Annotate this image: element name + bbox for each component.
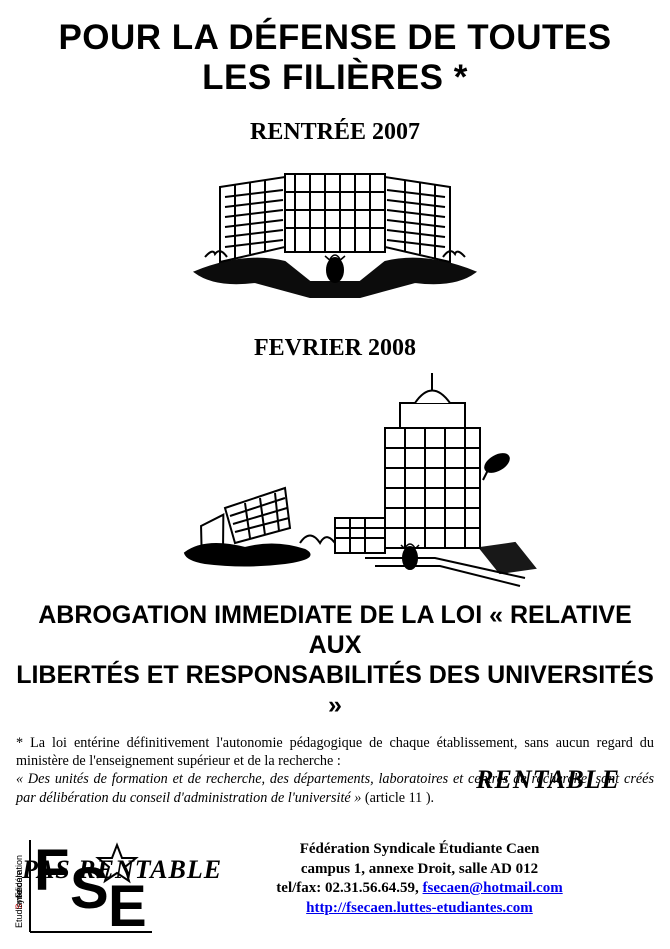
svg-text:E: E (108, 874, 147, 935)
illustration-1-wrap (0, 152, 670, 307)
illustration-2-wrap (0, 368, 670, 588)
fse-logo: Fédération Syndicale Etudiante F S E (12, 840, 157, 935)
building-sketch-2007-icon (165, 152, 505, 307)
fse-logo-icon: Fédération Syndicale Etudiante F S E (12, 840, 157, 935)
contact-telfax: tel/fax: 02.31.56.64.59, (276, 880, 422, 896)
building-sketch-2008-icon (105, 368, 565, 588)
footnote-cite: (article 11 ). (361, 790, 434, 806)
contact-block: Fédération Syndicale Étudiante Caen camp… (157, 840, 652, 918)
demand-heading: ABROGATION IMMEDIATE DE LA LOI « RELATIV… (0, 600, 670, 720)
section2-block: FEVRIER 2008 RENTABLE PAS RENTABLE (0, 335, 670, 588)
svg-text:Etudiante: Etudiante (14, 890, 24, 928)
svg-text:F: F (34, 840, 69, 903)
main-title: POUR LA DÉFENSE DE TOUTES LES FILIÈRES * (0, 0, 670, 99)
contact-telfax-line: tel/fax: 02.31.56.64.59, fsecaen@hotmail… (187, 879, 652, 899)
section2-heading: FEVRIER 2008 (0, 335, 670, 362)
title-line-2: LES FILIÈRES * (0, 58, 670, 98)
title-line-1: POUR LA DÉFENSE DE TOUTES (0, 18, 670, 58)
demand-line-1: ABROGATION IMMEDIATE DE LA LOI « RELATIV… (10, 600, 660, 660)
svg-text:S: S (70, 856, 109, 921)
footer: Fédération Syndicale Etudiante F S E Féd… (0, 840, 670, 935)
contact-email-link[interactable]: fsecaen@hotmail.com (423, 880, 563, 896)
rentable-label: RENTABLE (476, 765, 620, 795)
contact-addr: campus 1, annexe Droit, salle AD 012 (187, 860, 652, 880)
section1-heading: RENTRÉE 2007 (0, 119, 670, 146)
demand-line-2: LIBERTÉS ET RESPONSABILITÉS DES UNIVERSI… (10, 660, 660, 720)
contact-org: Fédération Syndicale Étudiante Caen (187, 840, 652, 860)
contact-url-link[interactable]: http://fsecaen.luttes-etudiantes.com (306, 900, 533, 916)
